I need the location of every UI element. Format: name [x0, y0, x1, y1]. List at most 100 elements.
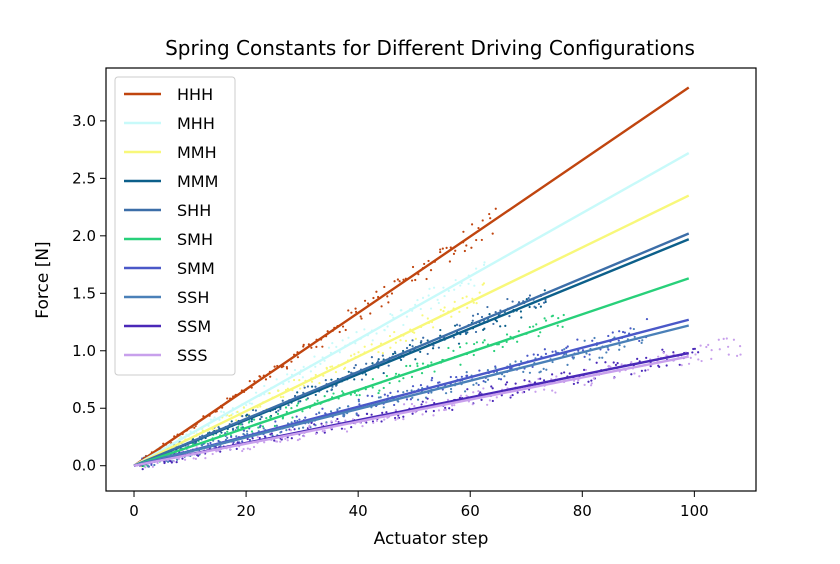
data-point-SSS	[453, 404, 456, 407]
data-point-SSM	[665, 364, 668, 367]
data-point-SSS	[647, 368, 650, 371]
data-point-SSS	[725, 337, 728, 340]
data-point-SMH	[265, 416, 268, 420]
data-point-SSS	[672, 353, 675, 356]
series-line-HHH	[133, 86, 690, 467]
data-point-HHH	[359, 315, 362, 318]
data-point-SSH	[528, 371, 532, 374]
data-point-MHH	[222, 411, 225, 414]
data-point-HHH	[338, 330, 341, 334]
data-point-SSH	[329, 410, 333, 413]
data-point-HHH	[429, 269, 433, 272]
data-point-SHH	[533, 305, 536, 308]
data-point-HHH	[470, 246, 473, 249]
data-point-SSS	[410, 402, 414, 406]
data-point-SSM	[350, 426, 353, 429]
data-point-SHH	[251, 408, 255, 412]
data-point-SMH	[550, 315, 553, 318]
data-point-SHH	[432, 344, 435, 347]
data-point-SSH	[601, 356, 604, 359]
data-point-SSS	[555, 375, 558, 378]
data-point-SMM	[455, 375, 458, 379]
data-point-MHH	[391, 314, 394, 317]
data-point-SMM	[321, 407, 324, 410]
data-point-HHH	[488, 212, 491, 216]
data-point-SSM	[141, 468, 144, 471]
data-point-SMH	[410, 375, 414, 379]
data-point-SSM	[480, 398, 483, 401]
data-point-SSM	[568, 372, 571, 375]
data-point-HHH	[452, 252, 456, 255]
data-point-SMH	[465, 342, 468, 345]
data-point-SSM	[630, 373, 633, 376]
data-point-SMH	[452, 349, 455, 353]
data-point-SSS	[195, 446, 198, 449]
y-tick-label: 1.5	[72, 284, 96, 302]
data-point-MMH	[413, 331, 416, 334]
data-point-SHH	[393, 350, 397, 353]
data-point-MHH	[209, 418, 212, 421]
data-point-HHH	[398, 280, 401, 283]
data-point-SSM	[293, 428, 296, 431]
data-point-SSH	[618, 348, 621, 351]
data-point-SSS	[537, 377, 540, 381]
data-point-SMM	[274, 420, 277, 423]
data-point-SMH	[281, 417, 284, 420]
legend-label-SHH: SHH	[177, 201, 211, 220]
data-point-MHH	[309, 370, 312, 373]
data-point-SMH	[388, 381, 391, 385]
data-point-HHH	[414, 278, 417, 282]
data-point-MMH	[458, 310, 461, 313]
data-point-HHH	[253, 380, 256, 383]
data-point-SSH	[279, 431, 282, 434]
data-point-MHH	[319, 362, 322, 365]
data-point-SSM	[251, 437, 254, 440]
data-point-SMM	[536, 353, 539, 356]
data-point-SSS	[612, 377, 616, 380]
data-point-SSH	[472, 383, 475, 386]
data-point-SMH	[556, 324, 559, 327]
data-point-HHH	[439, 250, 442, 254]
data-point-SSS	[302, 435, 306, 438]
data-point-SMM	[358, 403, 361, 406]
data-point-SSM	[420, 403, 423, 406]
data-point-SMM	[638, 339, 641, 343]
data-point-SSS	[248, 448, 252, 451]
data-point-SSS	[343, 427, 346, 431]
data-point-SMM	[393, 403, 396, 407]
data-point-SSM	[551, 373, 554, 376]
data-point-HHH	[363, 299, 367, 302]
data-point-SMH	[501, 345, 504, 349]
data-point-SMH	[517, 330, 520, 333]
data-point-SSS	[228, 448, 232, 451]
data-point-MHH	[323, 359, 326, 362]
data-point-MHH	[402, 323, 405, 327]
data-point-MHH	[416, 298, 419, 302]
data-point-HHH	[396, 278, 399, 281]
data-point-SSS	[451, 404, 454, 407]
data-point-SSS	[241, 449, 244, 453]
data-point-SSH	[444, 392, 448, 395]
data-point-SSM	[672, 351, 675, 354]
data-point-SSM	[163, 461, 166, 465]
data-point-MMM	[353, 378, 356, 381]
data-point-SMH	[493, 349, 496, 353]
data-point-SMM	[431, 376, 434, 380]
data-point-MMH	[236, 410, 239, 413]
data-point-HHH	[226, 397, 229, 400]
data-point-SSM	[381, 411, 384, 414]
data-point-SMM	[645, 317, 649, 321]
data-point-MHH	[347, 336, 350, 339]
data-point-SMH	[405, 364, 408, 368]
data-point-SMM	[357, 398, 360, 401]
data-point-MHH	[301, 376, 304, 379]
data-point-SHH	[330, 388, 333, 392]
data-point-SMH	[544, 319, 548, 322]
data-point-SSM	[691, 351, 694, 354]
data-point-SMH	[316, 399, 319, 402]
data-point-MMH	[228, 414, 231, 418]
legend-label-MMM: MMM	[177, 172, 218, 191]
data-point-SMM	[371, 395, 374, 398]
data-point-SSS	[471, 403, 474, 406]
data-point-MHH	[275, 378, 278, 381]
